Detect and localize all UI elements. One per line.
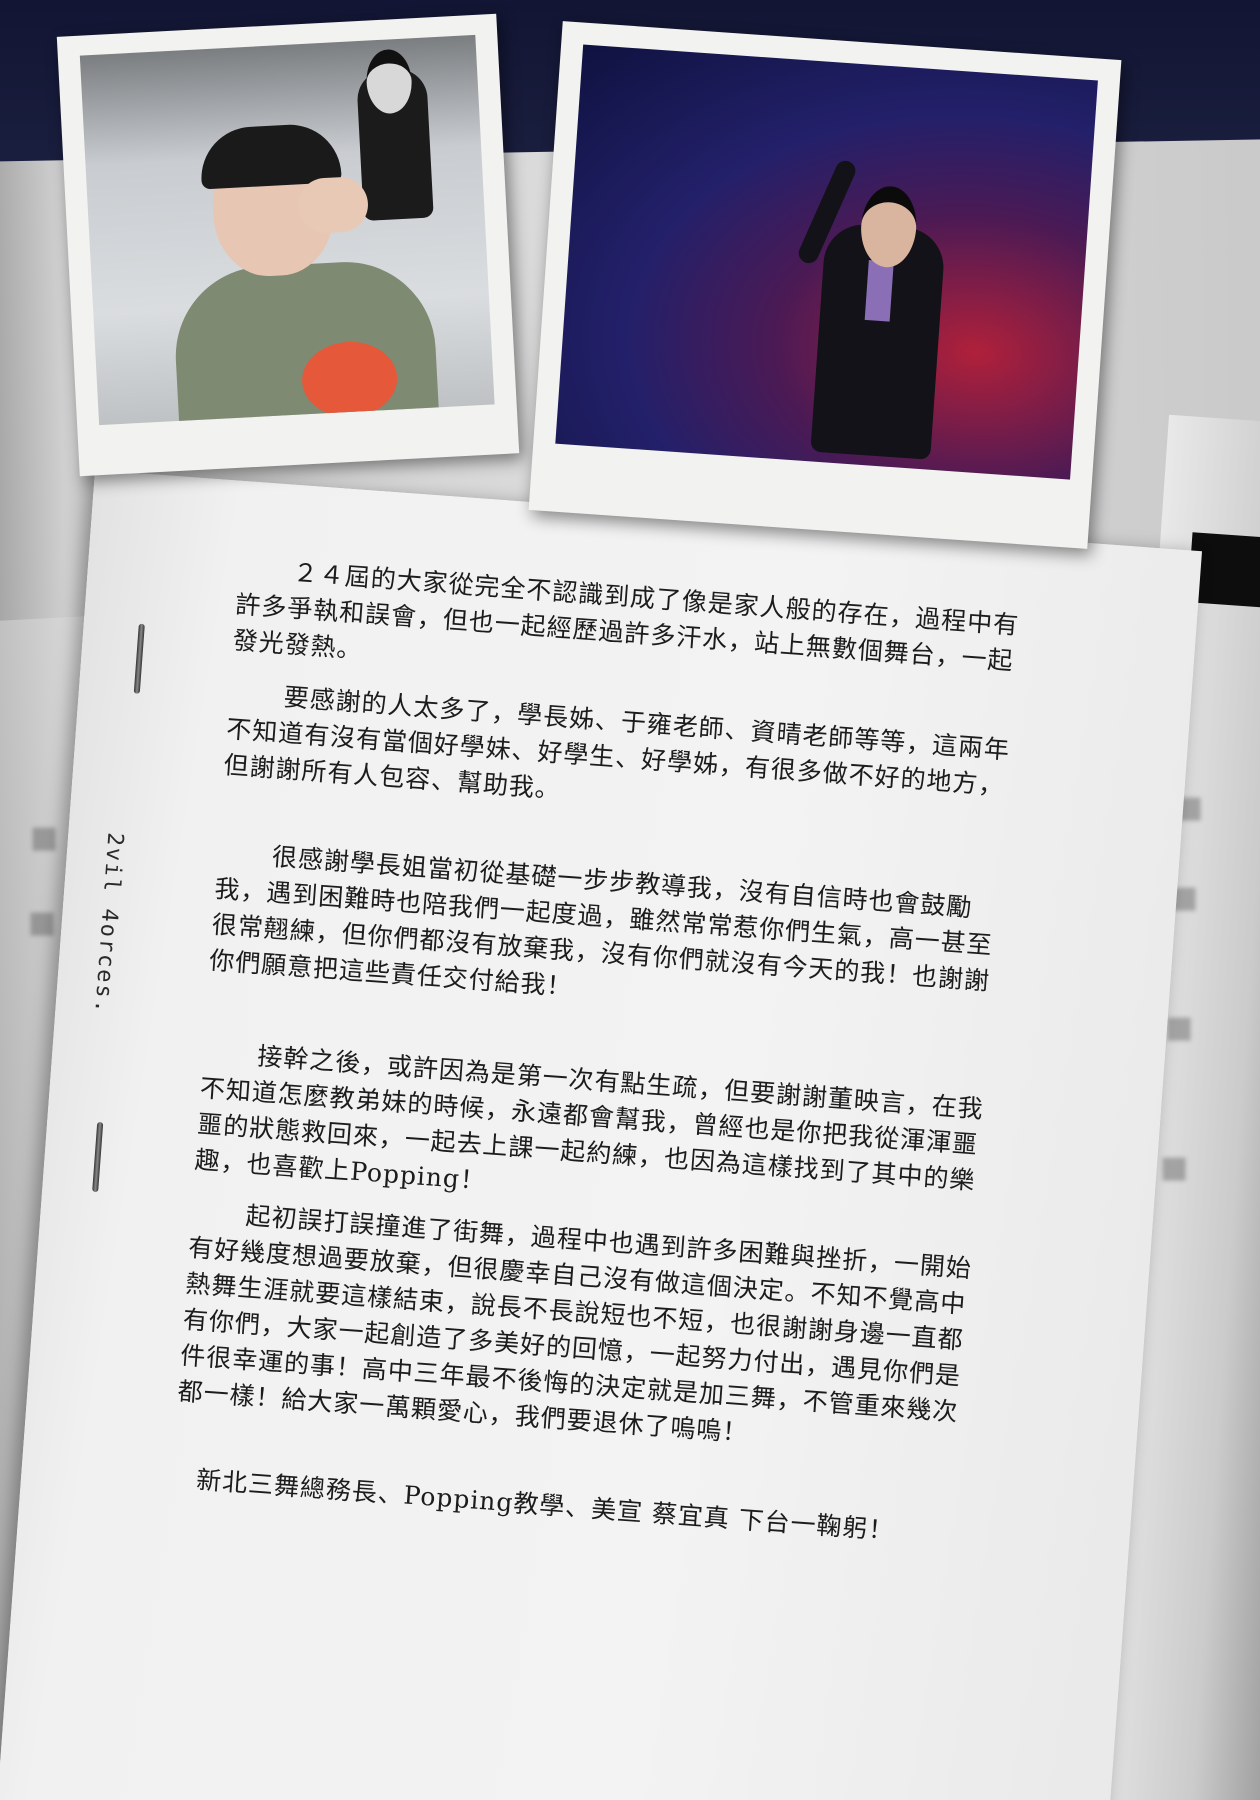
staple: [133, 623, 145, 694]
side-note: 2vil 4orces.: [89, 831, 128, 1016]
person-body: [171, 257, 441, 426]
dancer-shirt: [864, 259, 894, 322]
blurred-text-mark: ■: [1160, 1150, 1189, 1185]
photo: [555, 44, 1098, 480]
letter-paragraph: 起初誤打誤撞進了街舞，過程中也遇到許多困難與挫折，一開始有好幾度想過要放棄，但很…: [176, 1201, 973, 1448]
blurred-text-mark: ■: [28, 905, 57, 940]
signature-line: 新北三舞總務長、Popping教學、美宣 蔡宜真 下台一鞠躬！: [195, 1465, 896, 1546]
staple: [92, 1121, 104, 1193]
polaroid-photo-peace-sign: [56, 13, 520, 477]
letter-page: 2vil 4orces. ２４屆的大家從完全不認識到成了像是家人般的存在，過程中…: [0, 470, 1203, 1800]
peace-sign-hand: [296, 175, 370, 235]
letter-paragraph: 很感謝學長姐當初從基礎一步步教導我，沒有自信時也會鼓勵我，遇到困難時也陪我們一起…: [208, 842, 994, 1002]
blurred-text-mark: ■: [1165, 1010, 1194, 1045]
photo: [79, 34, 495, 426]
blurred-text-mark: ■: [30, 820, 59, 855]
polaroid-photo-stage-dance: [528, 21, 1122, 549]
